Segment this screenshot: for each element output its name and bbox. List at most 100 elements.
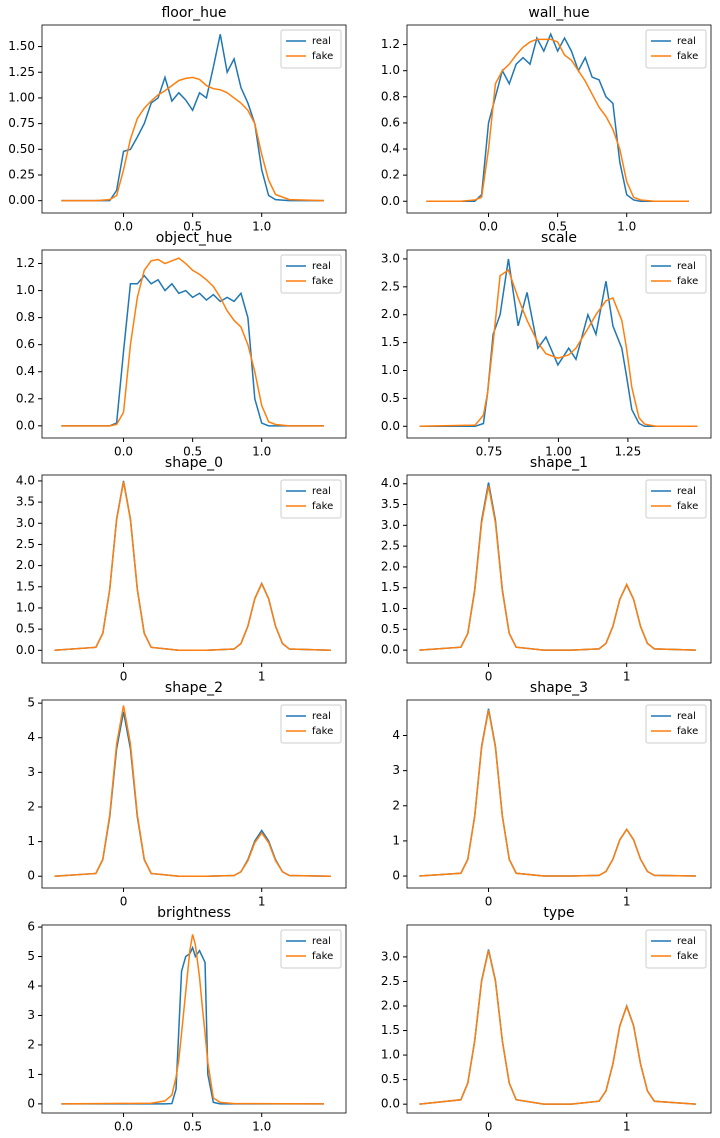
kde-line <box>426 38 689 202</box>
x-tick-label: 0.5 <box>548 220 567 234</box>
y-tick-label: 2.5 <box>381 539 400 553</box>
x-tick-label: 0.0 <box>479 220 498 234</box>
x-tick-label: 0.5 <box>183 1120 202 1134</box>
y-tick-label: 3.5 <box>16 495 35 509</box>
y-tick-label: 1 <box>27 1067 35 1081</box>
y-tick-label: 1.0 <box>381 601 400 615</box>
x-tick-label: 1 <box>258 670 266 684</box>
legend-box <box>280 479 342 519</box>
y-tick-label: 3 <box>27 1008 35 1022</box>
y-tick-label: 3 <box>392 763 400 777</box>
y-tick-label: 0.0 <box>381 643 400 657</box>
x-tick-label: 0 <box>120 895 128 909</box>
x-tick-label: 0 <box>485 1120 493 1134</box>
x-tick-label: 1.0 <box>252 1120 271 1134</box>
kde-line <box>61 934 324 1105</box>
x-tick-label: 0 <box>485 670 493 684</box>
legend-label: fake <box>677 501 698 512</box>
y-tick-label: 1.5 <box>381 580 400 594</box>
kde-line <box>61 945 324 1105</box>
y-tick-label: 0.25 <box>8 167 35 181</box>
y-tick-label: 2.5 <box>381 974 400 988</box>
x-tick-label: 1 <box>258 895 266 909</box>
legend-label: real <box>312 261 331 272</box>
legend-label: real <box>312 36 331 47</box>
x-tick-label: 1.0 <box>617 220 636 234</box>
legend-label: fake <box>677 726 698 737</box>
legend-box <box>645 29 707 69</box>
y-tick-label: 6 <box>27 920 35 934</box>
x-tick-label: 1.0 <box>252 220 271 234</box>
y-tick-label: 0.2 <box>16 391 35 405</box>
y-tick-label: 0.0 <box>381 1097 400 1111</box>
y-tick-label: 1.0 <box>16 600 35 614</box>
legend-label: fake <box>312 276 333 287</box>
y-tick-label: 4 <box>27 978 35 992</box>
legend-label: fake <box>677 951 698 962</box>
x-tick-label: 1.25 <box>615 445 642 459</box>
y-tick-label: 4 <box>27 730 35 744</box>
kde-line <box>61 274 324 427</box>
legend-label: real <box>312 486 331 497</box>
y-tick-label: 0.6 <box>381 115 400 129</box>
y-tick-label: 3.0 <box>16 516 35 530</box>
x-tick-label: 0.5 <box>183 220 202 234</box>
y-tick-label: 3.0 <box>381 251 400 265</box>
axes-frame <box>406 24 712 214</box>
y-tick-label: 0.0 <box>16 643 35 657</box>
y-tick-label: 5 <box>27 949 35 963</box>
legend-label: real <box>312 936 331 947</box>
y-tick-label: 2 <box>27 1037 35 1051</box>
x-tick-label: 0.0 <box>114 445 133 459</box>
x-tick-label: 1.0 <box>252 445 271 459</box>
legend-box <box>645 929 707 969</box>
legend-label: fake <box>312 501 333 512</box>
y-tick-label: 1.0 <box>16 283 35 297</box>
y-tick-label: 0.4 <box>16 364 35 378</box>
x-tick-label: 0.0 <box>114 1120 133 1134</box>
y-tick-label: 0 <box>27 869 35 883</box>
y-tick-label: 0.5 <box>381 622 400 636</box>
y-tick-label: 1.5 <box>16 579 35 593</box>
y-tick-label: 2.0 <box>381 998 400 1012</box>
y-tick-label: 0.5 <box>381 1072 400 1086</box>
y-tick-label: 1.50 <box>8 39 35 53</box>
y-tick-label: 1 <box>392 833 400 847</box>
chart-title: type <box>543 905 574 921</box>
x-tick-label: 0 <box>485 895 493 909</box>
y-tick-label: 2.0 <box>16 558 35 572</box>
legend-label: real <box>677 261 696 272</box>
kde-line <box>419 710 696 877</box>
y-tick-label: 0.6 <box>16 337 35 351</box>
kde-line <box>419 268 698 428</box>
chart-title: shape_2 <box>165 680 223 696</box>
x-tick-label: 1 <box>623 1120 631 1134</box>
legend-label: fake <box>312 726 333 737</box>
y-tick-label: 0.00 <box>8 193 35 207</box>
legend-box <box>280 254 342 294</box>
y-tick-label: 2.0 <box>381 307 400 321</box>
legend-label: real <box>677 711 696 722</box>
y-tick-label: 1.25 <box>8 65 35 79</box>
chart-title: shape_3 <box>530 680 588 696</box>
chart-title: shape_0 <box>165 455 223 471</box>
x-tick-label: 0.5 <box>183 445 202 459</box>
axes-frame <box>406 699 712 889</box>
y-tick-label: 1.5 <box>381 1023 400 1037</box>
y-tick-label: 1.2 <box>381 37 400 51</box>
y-tick-label: 1.0 <box>381 63 400 77</box>
axes-frame <box>41 474 347 664</box>
legend-label: fake <box>312 51 333 62</box>
legend-box <box>280 929 342 969</box>
y-tick-label: 0.50 <box>8 142 35 156</box>
y-tick-label: 2 <box>27 799 35 813</box>
kde-line <box>54 705 331 877</box>
y-tick-label: 2.0 <box>381 559 400 573</box>
x-tick-label: 0 <box>120 670 128 684</box>
y-tick-label: 1.0 <box>381 363 400 377</box>
axes-frame <box>406 474 712 664</box>
chart-title: brightness <box>157 905 231 921</box>
x-tick-label: 1 <box>623 670 631 684</box>
